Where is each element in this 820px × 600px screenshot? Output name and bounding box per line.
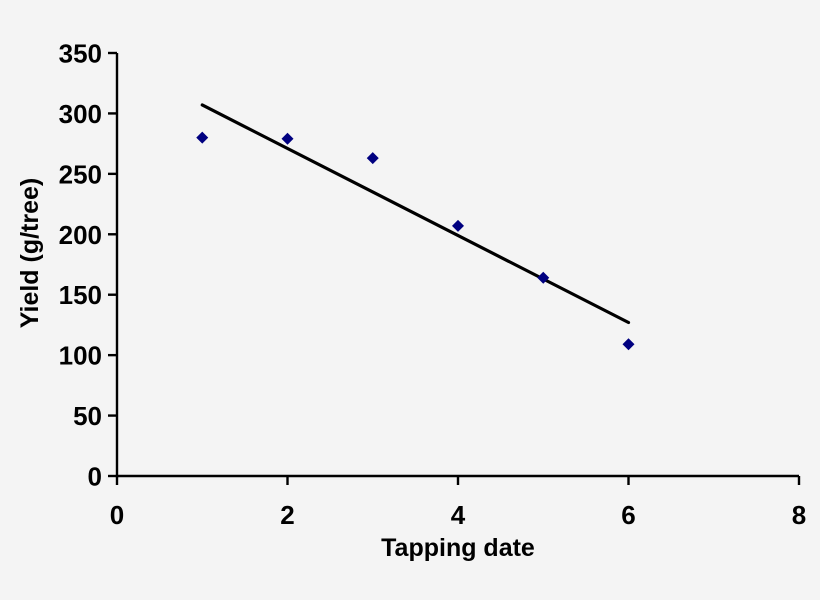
x-tick-label: 2 [280,500,294,530]
data-points [196,131,635,351]
y-tick-label: 50 [73,401,102,431]
y-tick-label: 250 [59,159,102,189]
x-tick-label: 6 [621,500,635,530]
data-point-marker [196,131,209,144]
data-point-marker [452,219,464,232]
x-axis-title: Tapping date [381,534,535,562]
x-tick-label: 4 [451,500,466,530]
y-axis-ticks: 0 50 100 150 200 250 300 350 [59,39,117,492]
y-axis-title: Yield (g/tree) [16,178,44,329]
data-point-marker [622,338,635,351]
y-tick-label: 150 [59,280,102,310]
y-tick-label: 300 [59,99,102,129]
x-tick-label: 0 [110,500,124,530]
trendline-segment [200,103,631,325]
x-tick-label: 8 [792,500,806,530]
y-tick-label: 200 [59,220,102,250]
y-tick-label: 350 [59,39,102,69]
y-tick-label: 0 [88,462,102,492]
data-point-marker [366,152,379,165]
data-point-marker [281,132,294,145]
data-point-marker [537,271,550,284]
y-tick-label: 100 [59,341,102,371]
trendline [200,103,631,325]
x-axis-ticks: 0 2 4 6 8 [110,476,806,530]
